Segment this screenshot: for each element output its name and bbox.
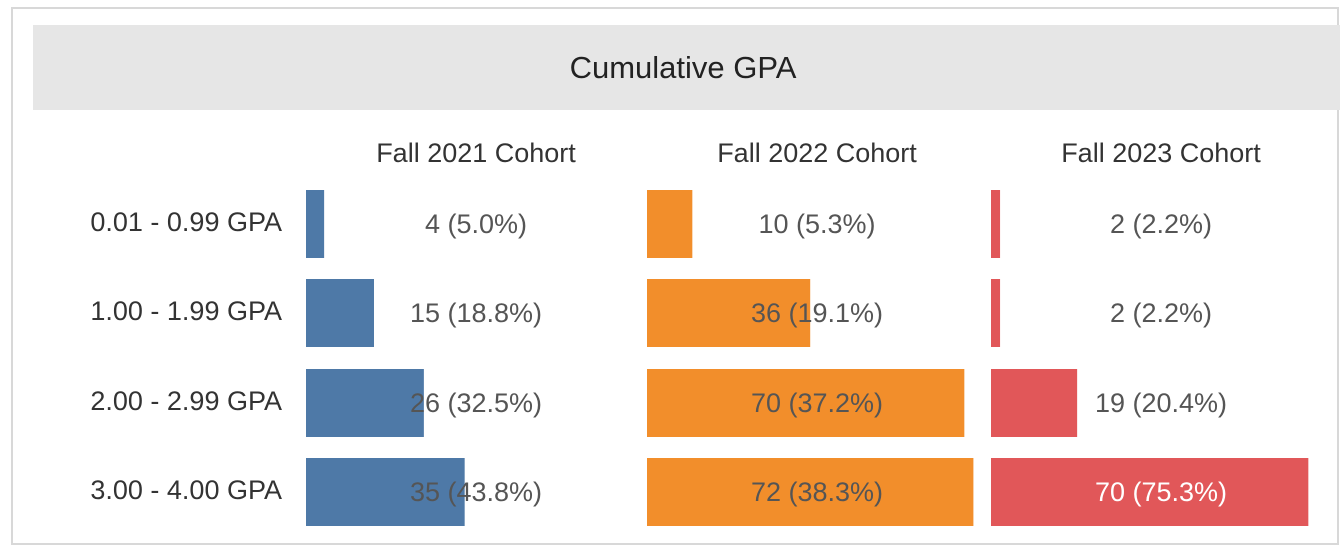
row-label: 0.01 - 0.99 GPA	[90, 207, 282, 237]
bar	[991, 369, 1078, 437]
value-label: 19 (20.4%)	[1095, 388, 1227, 418]
bar	[647, 369, 965, 437]
value-label: 36 (19.1%)	[751, 298, 883, 328]
column-header: Fall 2021 Cohort	[376, 138, 576, 168]
column-header: Fall 2023 Cohort	[1061, 138, 1261, 168]
bar	[991, 458, 1309, 526]
value-label: 10 (5.3%)	[758, 209, 875, 239]
row-label: 2.00 - 2.99 GPA	[90, 386, 282, 416]
value-label: 70 (37.2%)	[751, 388, 883, 418]
value-label: 35 (43.8%)	[410, 477, 542, 507]
bar	[647, 458, 974, 526]
bar	[306, 369, 424, 437]
bar	[647, 190, 693, 258]
value-label: 4 (5.0%)	[425, 209, 527, 239]
value-label: 70 (75.3%)	[1095, 477, 1227, 507]
row-label: 3.00 - 4.00 GPA	[90, 475, 282, 505]
column-header: Fall 2022 Cohort	[717, 138, 917, 168]
value-label: 72 (38.3%)	[751, 477, 883, 507]
row-label: 1.00 - 1.99 GPA	[90, 296, 282, 326]
chart-title: Cumulative GPA	[570, 50, 797, 85]
bar	[306, 279, 374, 347]
bar	[306, 190, 325, 258]
bar	[991, 279, 1001, 347]
value-label: 26 (32.5%)	[410, 388, 542, 418]
value-label: 15 (18.8%)	[410, 298, 542, 328]
bar	[306, 458, 465, 526]
bar	[991, 190, 1001, 258]
title-band	[33, 25, 1340, 110]
value-label: 2 (2.2%)	[1110, 209, 1212, 239]
value-label: 2 (2.2%)	[1110, 298, 1212, 328]
bar	[647, 279, 811, 347]
